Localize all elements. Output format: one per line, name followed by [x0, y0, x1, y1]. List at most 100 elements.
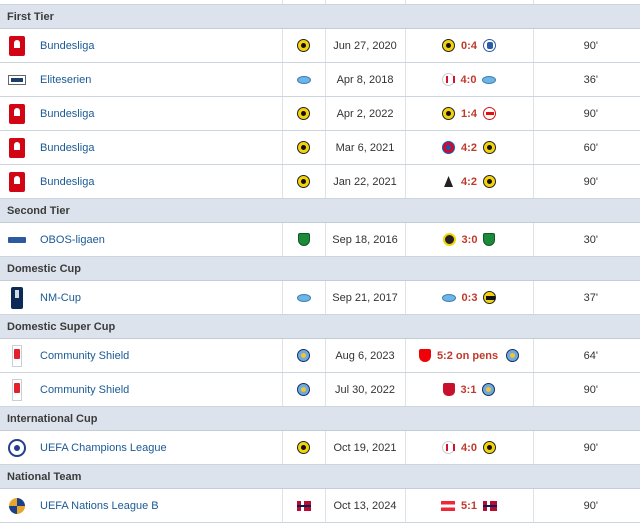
date-cell: Oct 19, 2021 [325, 430, 406, 465]
date-cell: Apr 8, 2018 [325, 62, 406, 97]
group-title: Domestic Cup [0, 256, 640, 281]
competition: Bundesliga [0, 137, 282, 159]
score-link[interactable]: 0:3 [461, 291, 478, 304]
eliteserien-logo-icon [8, 74, 26, 85]
nm-cup-logo-icon [11, 286, 23, 309]
minutes-cell: 64' [533, 338, 640, 373]
competition-logo [8, 286, 26, 309]
minutes-played: 30' [583, 233, 598, 246]
gladbach-crest-icon [442, 175, 456, 188]
competition-link[interactable]: Bundesliga [40, 141, 95, 154]
competition-logo [8, 103, 26, 125]
result-cell: 4:0 [405, 430, 534, 465]
team-cell [282, 164, 326, 199]
date-cell: Jun 27, 2020 [325, 28, 406, 63]
group-title: First Tier [0, 4, 640, 29]
match-result: 1:4 [406, 107, 533, 120]
score-link[interactable]: 3:0 [461, 233, 478, 246]
competition-link[interactable]: UEFA Champions League [40, 441, 167, 454]
score-link[interactable]: 5:2 on pens [436, 349, 499, 362]
score-link[interactable]: 4:2 [461, 175, 477, 188]
bvb-crest-icon [482, 175, 496, 188]
minutes-played: 90' [583, 499, 598, 512]
group-title: Domestic Super Cup [0, 314, 640, 339]
match-date: Jun 27, 2020 [333, 39, 397, 52]
bundesliga-logo-icon [9, 171, 25, 192]
team-cell [282, 222, 326, 257]
score-link[interactable]: 4:0 [460, 73, 477, 86]
competition-cell: UEFA Nations League B [0, 488, 283, 523]
competition-link[interactable]: Bundesliga [40, 107, 95, 120]
competition-logo [8, 171, 26, 193]
group-header: National Team [0, 464, 640, 489]
competition-cell: Bundesliga [0, 28, 283, 63]
bvb-crest-icon [297, 39, 310, 52]
competition-logo [8, 495, 26, 517]
molde-crest-icon [482, 75, 497, 84]
score-link[interactable]: 1:4 [461, 107, 477, 120]
bvb-crest-icon [442, 107, 456, 120]
competition-cell: Bundesliga [0, 96, 283, 131]
bvb-crest-icon [297, 107, 310, 120]
result-cell: 4:2 [405, 130, 534, 165]
result-cell: 5:1 [405, 488, 534, 523]
competition-cell: OBOS-ligaen [0, 222, 283, 257]
competition-link[interactable]: Community Shield [40, 383, 130, 396]
result-cell: 0:3 [405, 280, 534, 315]
bundesliga-logo-icon [9, 137, 25, 158]
date-cell: Mar 6, 2021 [325, 130, 406, 165]
match-result: 4:0 [406, 441, 533, 454]
molde-crest-icon [441, 293, 456, 302]
score-link[interactable]: 0:4 [461, 39, 477, 52]
austria-flag-icon [441, 500, 456, 511]
minutes-cell: 60' [533, 130, 640, 165]
minutes-played: 90' [583, 39, 598, 52]
competition-logo [8, 344, 26, 367]
score-link[interactable]: 5:1 [461, 499, 477, 512]
competition-link[interactable]: Community Shield [40, 349, 130, 362]
bryne-crest-icon [297, 233, 310, 246]
match-date: Oct 13, 2024 [333, 499, 397, 512]
minutes-cell: 90' [533, 96, 640, 131]
group-title: Second Tier [0, 198, 640, 223]
score-link[interactable]: 4:0 [461, 441, 477, 454]
minutes-played: 37' [583, 291, 598, 304]
competition-cell: Community Shield [0, 338, 283, 373]
match-result: 5:1 [406, 500, 533, 512]
bryne-crest-icon [483, 233, 496, 246]
bvb-crest-icon [297, 175, 310, 188]
result-cell: 5:2 on pens [405, 338, 534, 373]
competition: UEFA Nations League B [0, 495, 282, 517]
competition-link[interactable]: Bundesliga [40, 39, 95, 52]
norway-flag-icon [482, 500, 497, 511]
match-result: 0:4 [406, 39, 533, 52]
competition-link[interactable]: UEFA Nations League B [40, 499, 159, 512]
minutes-cell: 90' [533, 164, 640, 199]
competition-link[interactable]: Eliteserien [40, 73, 92, 86]
man-city-crest-icon [506, 349, 520, 362]
match-date: Sep 18, 2016 [332, 233, 398, 246]
group-header: Domestic Cup [0, 256, 640, 281]
competition-link[interactable]: Bundesliga [40, 175, 95, 188]
opponent-crest-icon [441, 73, 455, 86]
match-date: Mar 6, 2021 [335, 141, 395, 154]
competition-cell: Bundesliga [0, 130, 283, 165]
score-link[interactable]: 4:2 [461, 141, 477, 154]
competition-logo [8, 35, 26, 57]
nations-league-logo-icon [8, 497, 26, 515]
table-row: Community Shield Aug 6, 2023 5:2 on pens 64… [0, 338, 640, 373]
result-cell: 0:4 [405, 28, 534, 63]
score-link[interactable]: 3:1 [460, 383, 477, 396]
competition-logo [8, 229, 26, 251]
competition-link[interactable]: OBOS-ligaen [40, 233, 105, 246]
team-cell [282, 62, 326, 97]
date-cell: Jan 22, 2021 [325, 164, 406, 199]
minutes-played: 90' [583, 383, 598, 396]
competition-link[interactable]: NM-Cup [40, 291, 81, 304]
match-result: 4:0 [406, 73, 533, 86]
competition: UEFA Champions League [0, 437, 282, 459]
competition: Community Shield [0, 378, 282, 401]
result-cell: 3:1 [405, 372, 534, 407]
match-date: Sep 21, 2017 [332, 291, 398, 304]
man-city-crest-icon [482, 383, 496, 396]
